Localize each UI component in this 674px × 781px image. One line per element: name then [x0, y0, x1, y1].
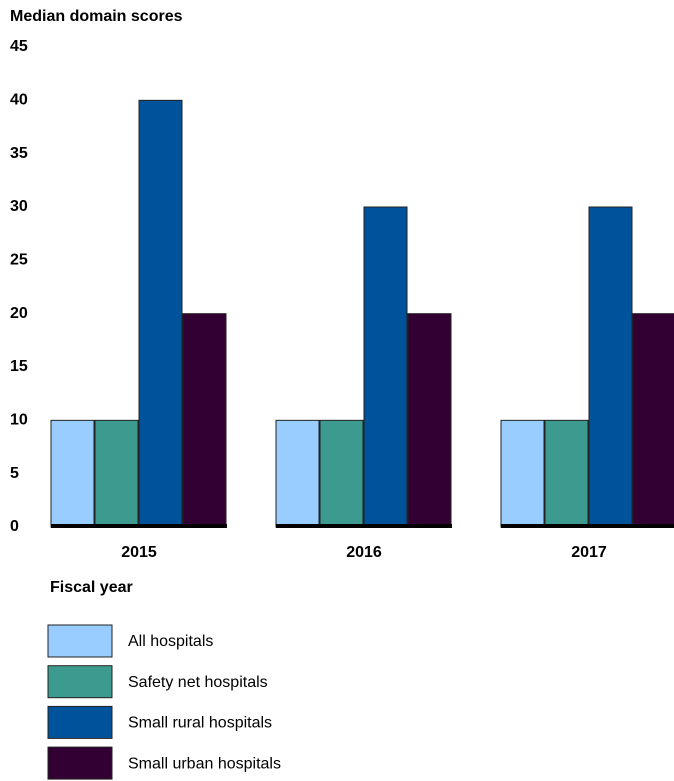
y-axis-title: Median domain scores: [10, 8, 183, 25]
baseline: [276, 524, 452, 528]
legend-swatch: [47, 624, 113, 658]
x-tick-label: 2015: [121, 544, 157, 561]
y-tick-label: 15: [10, 358, 28, 375]
bar: [275, 419, 320, 528]
y-tick-label: 5: [10, 465, 19, 482]
legend-label: All hospitals: [128, 633, 213, 650]
y-tick-label: 10: [10, 412, 28, 429]
y-tick-label: 25: [10, 252, 28, 269]
baseline: [51, 524, 227, 528]
bar: [94, 419, 139, 528]
bar: [319, 419, 364, 528]
legend-label: Safety net hospitals: [128, 674, 268, 691]
bar: [182, 313, 227, 528]
bar: [544, 419, 589, 528]
bar: [500, 419, 545, 528]
y-tick-label: 45: [10, 38, 28, 55]
baseline: [501, 524, 674, 528]
bar: [363, 206, 408, 528]
bar: [138, 99, 183, 528]
y-tick-label: 30: [10, 198, 28, 215]
legend-swatch: [47, 705, 113, 739]
legend-label: Small urban hospitals: [128, 755, 281, 772]
y-tick-label: 40: [10, 92, 28, 109]
bar: [632, 313, 674, 528]
x-tick-label: 2016: [346, 544, 382, 561]
legend-swatch: [47, 746, 113, 780]
x-tick-label: 2017: [571, 544, 607, 561]
x-axis-title: Fiscal year: [50, 579, 133, 596]
bar: [588, 206, 633, 528]
bar: [407, 313, 452, 528]
bar: [50, 419, 95, 528]
legend-label: Small rural hospitals: [128, 715, 272, 732]
legend-swatch: [47, 665, 113, 699]
y-tick-label: 0: [10, 518, 19, 535]
y-tick-label: 20: [10, 305, 28, 322]
y-tick-label: 35: [10, 145, 28, 162]
